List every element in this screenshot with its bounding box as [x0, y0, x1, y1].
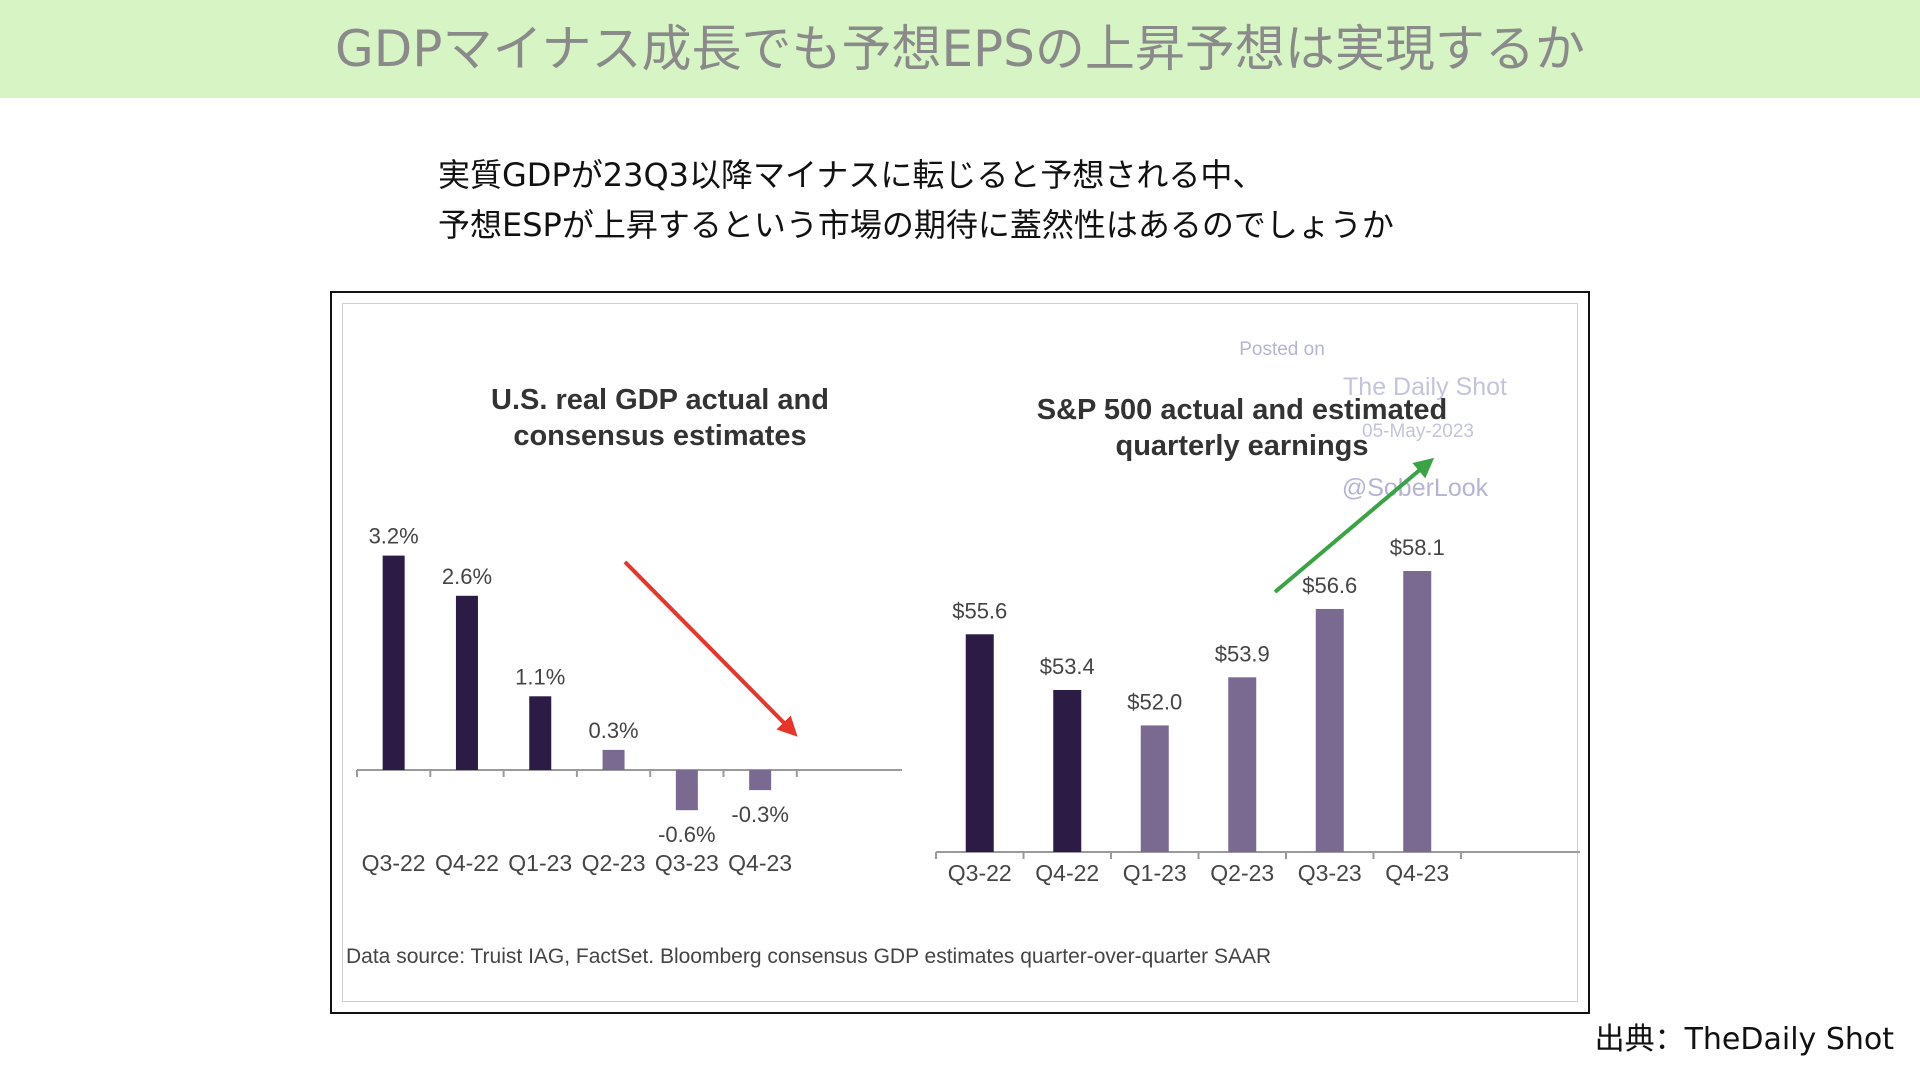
- watermark: Posted on The Daily Shot 05-May-2023 @So…: [1239, 339, 1507, 502]
- figure-frame: Posted on The Daily Shot 05-May-2023 @So…: [330, 291, 1590, 1014]
- eps-value-label: $53.4: [1040, 654, 1095, 679]
- eps-chart-bars: [965, 571, 1432, 852]
- eps-chart-title-line-2: quarterly earnings: [1115, 430, 1368, 462]
- gdp-chart-bars: [382, 555, 772, 811]
- eps-bar-q2-23: [1228, 677, 1257, 852]
- eps-chart-category-labels: Q3-22 Q4-22 Q1-23 Q2-23 Q3-23 Q4-23: [948, 860, 1449, 886]
- intro-text-line-2: 予想ESPが上昇するという市場の期待に蓋然性はあるのでしょうか: [438, 206, 1394, 244]
- eps-bar-q3-23: [1315, 608, 1344, 852]
- watermark-line-2: The Daily Shot: [1343, 373, 1507, 401]
- watermark-line-4: @SoberLook: [1342, 474, 1489, 502]
- eps-category-label: Q1-23: [1123, 860, 1187, 886]
- eps-chart-value-labels: $55.6 $53.4 $52.0 $53.9 $56.6 $58.1: [952, 535, 1445, 714]
- gdp-bar-q1-23: [529, 696, 552, 770]
- eps-value-label: $52.0: [1127, 689, 1182, 714]
- page-title: GDPマイナス成長でも予想EPSの上昇予想は実現するか: [335, 20, 1585, 78]
- eps-category-label: Q4-23: [1385, 860, 1449, 886]
- eps-category-label: Q2-23: [1210, 860, 1274, 886]
- eps-value-label: $53.9: [1215, 641, 1270, 666]
- watermark-line-1: Posted on: [1239, 339, 1325, 360]
- gdp-bar-q3-23: [675, 770, 698, 811]
- gdp-chart-axis-ticks: [356, 770, 798, 777]
- figure-footnote: Data source: Truist IAG, FactSet. Bloomb…: [346, 945, 1271, 968]
- gdp-chart: U.S. real GDP actual and consensus estim…: [356, 384, 902, 876]
- gdp-bar-q3-22: [382, 555, 405, 770]
- gdp-value-label: 0.3%: [588, 718, 638, 743]
- gdp-category-label: Q4-23: [728, 850, 792, 876]
- eps-category-label: Q4-22: [1035, 860, 1099, 886]
- gdp-chart-title-line-1: U.S. real GDP actual and: [491, 384, 829, 416]
- eps-value-label: $58.1: [1390, 535, 1445, 560]
- gdp-value-label: 2.6%: [442, 564, 492, 589]
- gdp-trend-down-arrow: [623, 560, 798, 737]
- gdp-category-label: Q4-22: [435, 850, 499, 876]
- header-banner: GDPマイナス成長でも予想EPSの上昇予想は実現するか: [0, 0, 1920, 98]
- eps-category-label: Q3-23: [1298, 860, 1362, 886]
- watermark-line-3: 05-May-2023: [1362, 421, 1474, 442]
- eps-bar-q3-22: [965, 634, 994, 852]
- eps-trend-up-arrow: [1273, 457, 1435, 594]
- eps-category-label: Q3-22: [948, 860, 1012, 886]
- gdp-category-label: Q1-23: [508, 850, 572, 876]
- gdp-chart-category-labels: Q3-22 Q4-22 Q1-23 Q2-23 Q3-23 Q4-23: [362, 850, 792, 876]
- eps-value-label: $55.6: [952, 598, 1007, 623]
- figure-canvas: Posted on The Daily Shot 05-May-2023 @So…: [346, 339, 1580, 968]
- figure-inner-border: [342, 303, 1578, 1002]
- gdp-bar-q4-23: [749, 770, 772, 791]
- gdp-chart-value-labels: 3.2% 2.6% 1.1% 0.3% -0.6% -0.3%: [369, 524, 789, 848]
- eps-chart: S&P 500 actual and estimated quarterly e…: [935, 394, 1580, 886]
- gdp-bar-q2-23: [602, 749, 625, 770]
- gdp-value-label: -0.3%: [731, 802, 788, 827]
- gdp-category-label: Q3-23: [655, 850, 719, 876]
- gdp-chart-title-line-2: consensus estimates: [513, 420, 806, 452]
- eps-bar-q4-22: [1053, 689, 1082, 852]
- eps-value-label: $56.6: [1302, 573, 1357, 598]
- eps-bar-q4-23: [1403, 571, 1432, 852]
- eps-chart-axis-ticks: [935, 852, 1462, 859]
- gdp-bar-q4-22: [455, 595, 478, 770]
- gdp-category-label: Q2-23: [582, 850, 646, 876]
- gdp-value-label: 3.2%: [369, 524, 419, 549]
- gdp-value-label: -0.6%: [658, 822, 715, 847]
- gdp-category-label: Q3-22: [362, 850, 426, 876]
- source-credit: 出典：TheDaily Shot: [1594, 1022, 1894, 1057]
- intro-text-line-1: 実質GDPが23Q3以降マイナスに転じると予想される中、: [438, 156, 1265, 194]
- gdp-value-label: 1.1%: [515, 664, 565, 689]
- eps-bar-q1-23: [1140, 725, 1169, 852]
- eps-chart-title-line-1: S&P 500 actual and estimated: [1037, 394, 1447, 426]
